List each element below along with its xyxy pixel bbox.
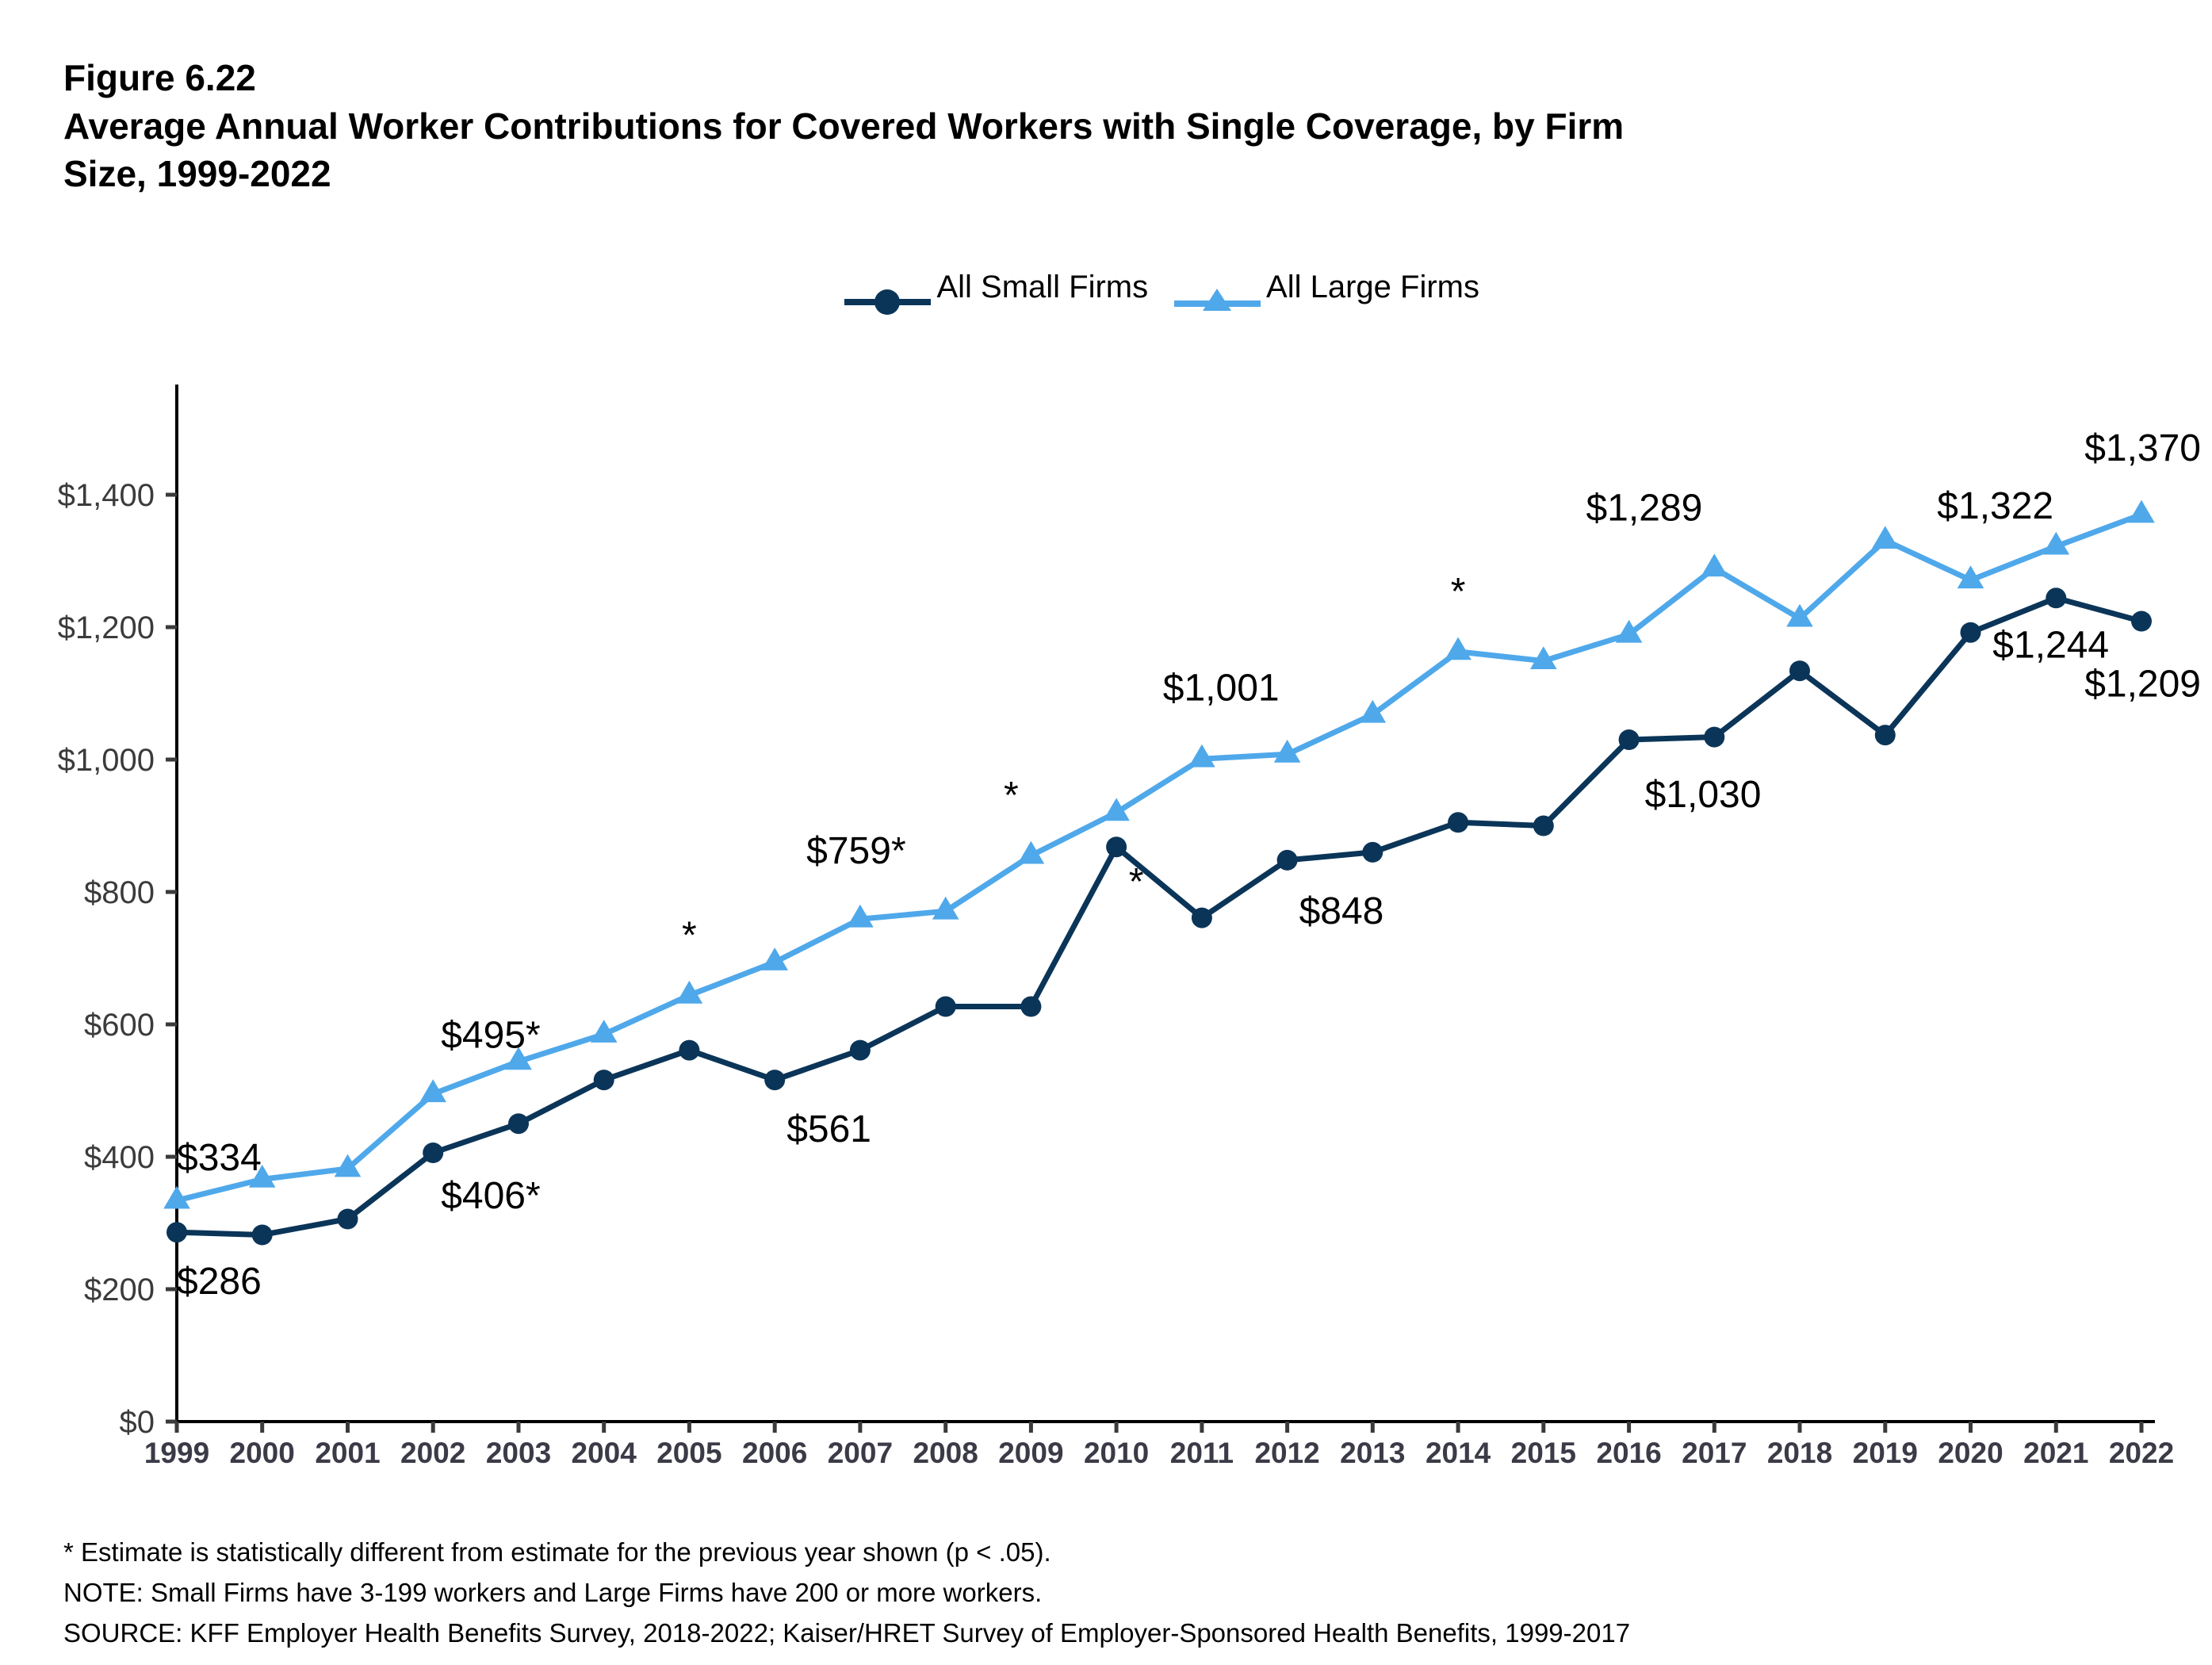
svg-text:2019: 2019	[1853, 1437, 1918, 1469]
svg-text:$1,244: $1,244	[1992, 624, 2109, 666]
svg-text:$848: $848	[1299, 890, 1384, 932]
svg-text:$334: $334	[177, 1137, 262, 1179]
svg-text:2005: 2005	[656, 1437, 721, 1469]
svg-text:$200: $200	[84, 1273, 155, 1307]
svg-text:*: *	[1004, 775, 1019, 817]
svg-text:*: *	[1451, 571, 1466, 613]
svg-text:2002: 2002	[400, 1437, 465, 1469]
svg-text:$1,289: $1,289	[1586, 488, 1702, 530]
svg-text:$1,000: $1,000	[58, 743, 155, 778]
svg-text:$1,030: $1,030	[1645, 774, 1762, 816]
svg-text:2018: 2018	[1767, 1437, 1832, 1469]
svg-text:$400: $400	[84, 1140, 155, 1175]
svg-text:$1,200: $1,200	[58, 610, 155, 645]
svg-text:2011: 2011	[1170, 1437, 1234, 1469]
svg-text:2016: 2016	[1596, 1437, 1661, 1469]
svg-text:$286: $286	[177, 1261, 262, 1303]
svg-text:2000: 2000	[230, 1437, 295, 1469]
svg-text:$406*: $406*	[441, 1175, 540, 1217]
svg-text:$800: $800	[84, 875, 155, 910]
svg-text:2008: 2008	[913, 1437, 978, 1469]
svg-text:$561: $561	[786, 1108, 871, 1150]
svg-text:2006: 2006	[742, 1437, 807, 1469]
svg-text:$0: $0	[120, 1405, 155, 1440]
svg-text:$1,209: $1,209	[2084, 664, 2201, 706]
svg-text:$1,370: $1,370	[2084, 427, 2201, 469]
svg-text:$495*: $495*	[441, 1015, 540, 1057]
svg-text:2014: 2014	[1426, 1437, 1491, 1469]
svg-text:2003: 2003	[486, 1437, 551, 1469]
svg-text:$759*: $759*	[806, 830, 905, 872]
svg-text:$600: $600	[84, 1008, 155, 1043]
svg-text:2007: 2007	[828, 1437, 893, 1469]
svg-text:2009: 2009	[998, 1437, 1063, 1469]
svg-text:2022: 2022	[2109, 1437, 2174, 1469]
svg-text:2021: 2021	[2023, 1437, 2088, 1469]
svg-text:2012: 2012	[1254, 1437, 1319, 1469]
svg-text:2001: 2001	[315, 1437, 380, 1469]
svg-text:*: *	[682, 914, 697, 956]
svg-text:2010: 2010	[1084, 1437, 1149, 1469]
svg-text:1999: 1999	[144, 1437, 209, 1469]
svg-text:2004: 2004	[572, 1437, 637, 1469]
svg-text:2017: 2017	[1682, 1437, 1747, 1469]
svg-text:$1,400: $1,400	[58, 478, 155, 513]
svg-text:$1,001: $1,001	[1163, 667, 1280, 709]
svg-text:*: *	[1129, 861, 1144, 903]
svg-text:2015: 2015	[1511, 1437, 1576, 1469]
svg-text:2020: 2020	[1938, 1437, 2003, 1469]
svg-text:$1,322: $1,322	[1937, 485, 2053, 527]
svg-text:2013: 2013	[1340, 1437, 1405, 1469]
